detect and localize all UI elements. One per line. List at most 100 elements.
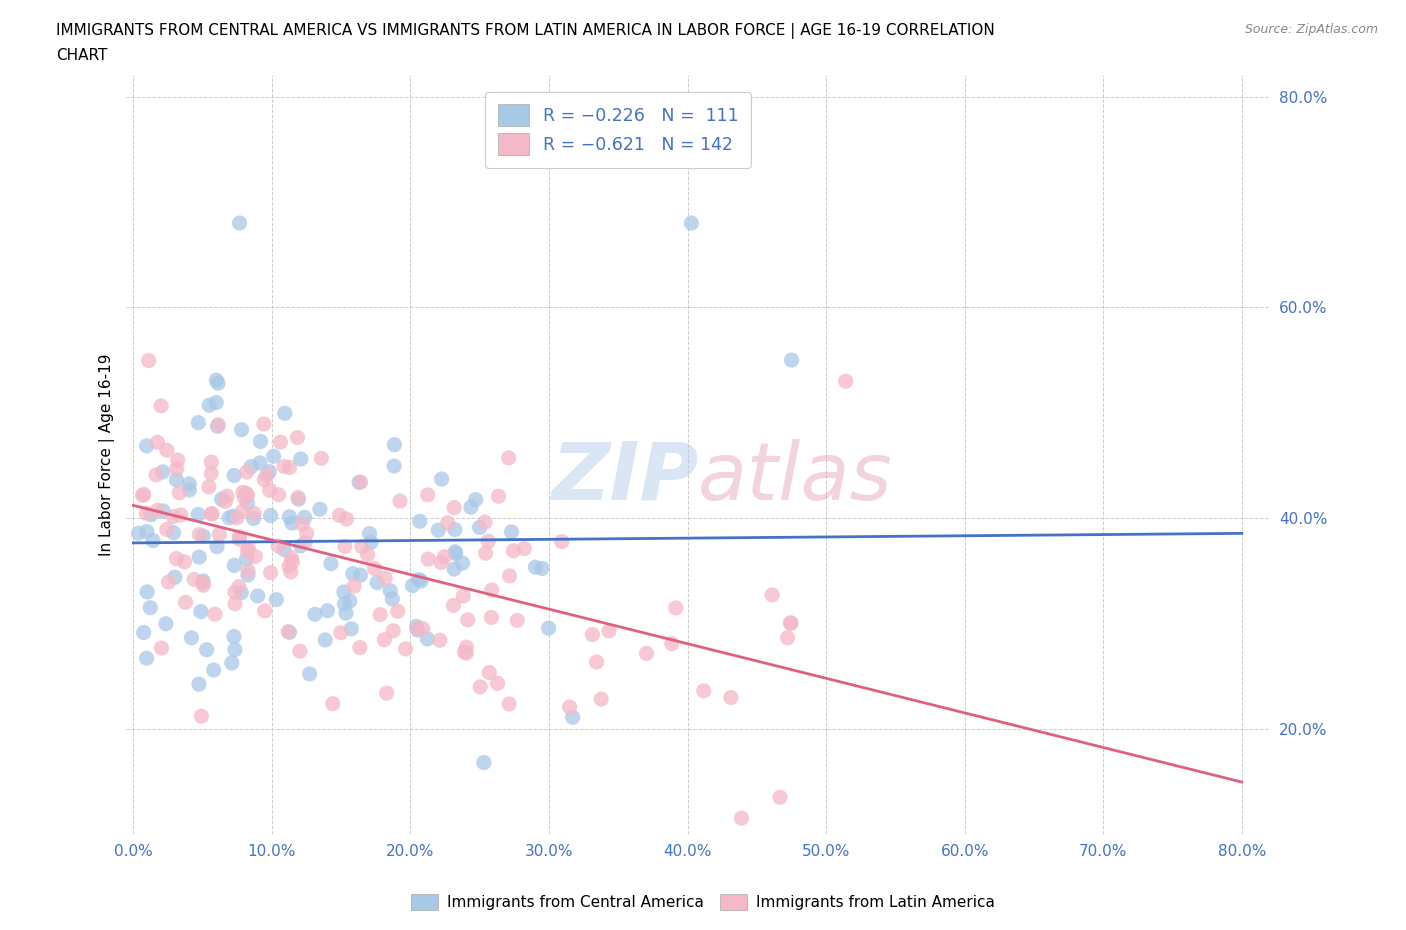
Point [139, 600, 162, 615]
Point [374, 571, 396, 586]
Point [488, 489, 510, 504]
Point [132, 487, 155, 502]
Point [155, 617, 177, 631]
Point [156, 522, 179, 537]
Point [551, 534, 574, 549]
Point [456, 640, 478, 655]
Point [335, 605, 357, 620]
Point [278, 559, 301, 574]
Point [205, 539, 228, 554]
Point [591, 692, 613, 707]
Point [779, 616, 801, 631]
Point [834, 374, 856, 389]
Point [198, 398, 221, 413]
Point [281, 515, 304, 530]
Point [224, 596, 246, 611]
Point [142, 533, 165, 548]
Point [170, 508, 193, 523]
Point [267, 487, 290, 502]
Point [132, 625, 155, 640]
Point [205, 395, 228, 410]
Point [409, 514, 432, 529]
Point [380, 583, 402, 598]
Legend: R = −0.226   N =  111, R = −0.621   N = 142: R = −0.226 N = 111, R = −0.621 N = 142 [485, 92, 751, 167]
Point [222, 468, 245, 483]
Point [259, 483, 281, 498]
Point [524, 560, 547, 575]
Point [231, 585, 253, 600]
Point [291, 516, 314, 531]
Point [146, 435, 169, 450]
Point [561, 710, 583, 724]
Point [156, 443, 179, 458]
Point [179, 476, 201, 491]
Point [333, 539, 356, 554]
Point [356, 547, 378, 562]
Point [195, 643, 218, 658]
Point [294, 510, 316, 525]
Point [295, 525, 318, 540]
Point [780, 352, 803, 367]
Point [333, 596, 356, 611]
Point [411, 574, 433, 589]
Point [200, 455, 222, 470]
Point [245, 549, 267, 564]
Point [200, 466, 222, 481]
Point [235, 485, 257, 500]
Point [430, 555, 453, 570]
Point [363, 561, 385, 576]
Point [474, 514, 496, 529]
Point [135, 506, 157, 521]
Point [460, 499, 482, 514]
Text: ZIP: ZIP [551, 439, 697, 517]
Point [506, 613, 529, 628]
Point [236, 496, 259, 511]
Point [215, 489, 238, 504]
Point [146, 503, 169, 518]
Point [349, 474, 371, 489]
Point [228, 579, 250, 594]
Point [222, 509, 245, 524]
Point [333, 585, 356, 600]
Point [225, 511, 247, 525]
Point [693, 684, 716, 698]
Point [349, 640, 371, 655]
Point [394, 642, 416, 657]
Point [443, 500, 465, 515]
Point [309, 502, 332, 517]
Point [267, 538, 290, 553]
Point [287, 431, 309, 445]
Point [401, 578, 423, 593]
Point [290, 452, 312, 467]
Point [246, 589, 269, 604]
Point [412, 621, 434, 636]
Point [256, 468, 278, 483]
Point [481, 582, 503, 597]
Point [456, 645, 478, 660]
Point [263, 449, 285, 464]
Point [187, 677, 209, 692]
Point [277, 624, 299, 639]
Point [222, 629, 245, 644]
Point [259, 508, 281, 523]
Point [193, 529, 215, 544]
Point [218, 511, 240, 525]
Point [167, 485, 190, 500]
Point [761, 588, 783, 603]
Point [273, 542, 295, 557]
Point [328, 508, 350, 523]
Point [433, 550, 456, 565]
Point [228, 532, 250, 547]
Point [430, 472, 453, 486]
Point [720, 690, 742, 705]
Point [157, 575, 180, 590]
Point [207, 418, 229, 432]
Point [350, 539, 373, 554]
Point [190, 709, 212, 724]
Point [478, 665, 501, 680]
Point [232, 485, 254, 499]
Point [287, 492, 309, 507]
Point [135, 525, 157, 539]
Point [214, 494, 236, 509]
Point [665, 601, 688, 616]
